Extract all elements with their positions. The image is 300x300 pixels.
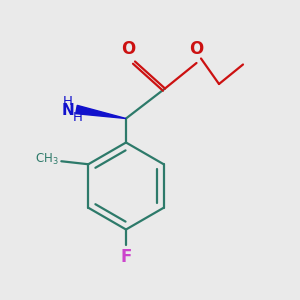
- Text: H: H: [73, 111, 83, 124]
- Text: F: F: [120, 248, 132, 266]
- Text: O: O: [121, 40, 136, 58]
- Text: O: O: [189, 40, 204, 58]
- Polygon shape: [76, 105, 126, 119]
- Text: N: N: [62, 103, 74, 118]
- Text: CH$_3$: CH$_3$: [35, 152, 59, 167]
- Text: H: H: [63, 94, 73, 108]
